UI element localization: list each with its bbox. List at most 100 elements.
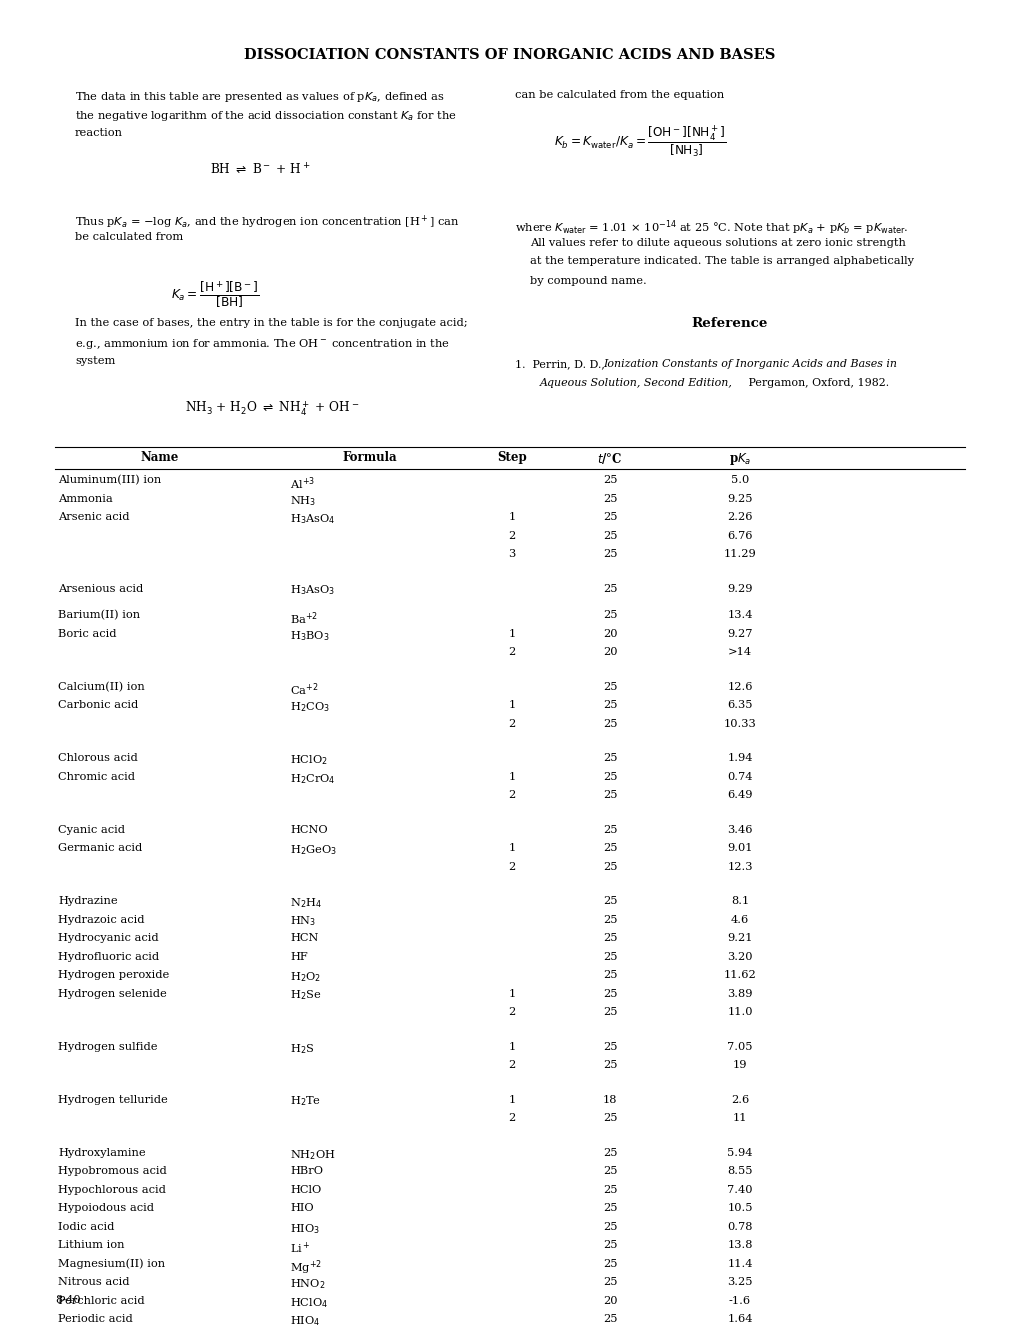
Text: 25: 25 — [602, 1042, 616, 1052]
Text: Hydrazine: Hydrazine — [58, 896, 117, 906]
Text: HClO$_4$: HClO$_4$ — [289, 1296, 328, 1310]
Text: Arsenious acid: Arsenious acid — [58, 583, 143, 594]
Text: 10.5: 10.5 — [727, 1203, 752, 1213]
Text: be calculated from: be calculated from — [75, 232, 183, 243]
Text: -1.6: -1.6 — [729, 1296, 750, 1306]
Text: p$K_a$: p$K_a$ — [728, 451, 750, 467]
Text: Step: Step — [496, 451, 527, 464]
Text: 12.6: 12.6 — [727, 682, 752, 692]
Text: NH$_3$ + H$_2$O $\rightleftharpoons$ NH$_4^+$ + OH$^-$: NH$_3$ + H$_2$O $\rightleftharpoons$ NH$… — [184, 399, 359, 419]
Text: 3: 3 — [507, 549, 516, 560]
Text: 3.20: 3.20 — [727, 952, 752, 961]
Text: Barium(II) ion: Barium(II) ion — [58, 610, 140, 621]
Text: Hydrogen selenide: Hydrogen selenide — [58, 989, 166, 998]
Text: 2: 2 — [507, 530, 516, 541]
Text: Hypobromous acid: Hypobromous acid — [58, 1166, 166, 1176]
Text: Aluminum(III) ion: Aluminum(III) ion — [58, 475, 161, 485]
Text: Name: Name — [141, 451, 179, 464]
Text: Formula: Formula — [342, 451, 397, 464]
Text: 1: 1 — [507, 700, 516, 711]
Text: H$_2$CrO$_4$: H$_2$CrO$_4$ — [289, 772, 335, 785]
Text: 2.6: 2.6 — [731, 1095, 748, 1105]
Text: 11.62: 11.62 — [722, 971, 756, 980]
Text: Carbonic acid: Carbonic acid — [58, 700, 139, 711]
Text: 25: 25 — [602, 1114, 616, 1123]
Text: 0.78: 0.78 — [727, 1221, 752, 1232]
Text: Boric acid: Boric acid — [58, 629, 116, 639]
Text: NH$_2$OH: NH$_2$OH — [289, 1148, 335, 1162]
Text: HF: HF — [289, 952, 308, 961]
Text: 20: 20 — [602, 647, 616, 658]
Text: Al$^{+3}$: Al$^{+3}$ — [289, 475, 315, 492]
Text: 25: 25 — [602, 1314, 616, 1325]
Text: 1.94: 1.94 — [727, 753, 752, 764]
Text: Chlorous acid: Chlorous acid — [58, 753, 138, 764]
Text: 3.89: 3.89 — [727, 989, 752, 998]
Text: 6.35: 6.35 — [727, 700, 752, 711]
Text: by compound name.: by compound name. — [530, 276, 646, 285]
Text: 5.0: 5.0 — [731, 475, 748, 485]
Text: Hydrogen peroxide: Hydrogen peroxide — [58, 971, 169, 980]
Text: 1.64: 1.64 — [727, 1314, 752, 1325]
Text: 25: 25 — [602, 1166, 616, 1176]
Text: 25: 25 — [602, 989, 616, 998]
Text: where $K_{\mathrm{water}}$ = 1.01 $\times$ 10$^{-14}$ at 25 °C. Note that p$K_a$: where $K_{\mathrm{water}}$ = 1.01 $\time… — [515, 219, 908, 237]
Text: HIO$_3$: HIO$_3$ — [289, 1221, 320, 1236]
Text: DISSOCIATION CONSTANTS OF INORGANIC ACIDS AND BASES: DISSOCIATION CONSTANTS OF INORGANIC ACID… — [245, 48, 774, 62]
Text: 5.94: 5.94 — [727, 1148, 752, 1158]
Text: 6.49: 6.49 — [727, 790, 752, 800]
Text: H$_3$AsO$_4$: H$_3$AsO$_4$ — [289, 512, 335, 526]
Text: 25: 25 — [602, 719, 616, 729]
Text: 10.33: 10.33 — [722, 719, 756, 729]
Text: Ammonia: Ammonia — [58, 493, 113, 504]
Text: 13.8: 13.8 — [727, 1240, 752, 1250]
Text: 1: 1 — [507, 512, 516, 522]
Text: 25: 25 — [602, 1184, 616, 1195]
Text: 25: 25 — [602, 790, 616, 800]
Text: HIO$_4$: HIO$_4$ — [289, 1314, 320, 1326]
Text: 9.29: 9.29 — [727, 583, 752, 594]
Text: 25: 25 — [602, 1258, 616, 1269]
Text: 1: 1 — [507, 1042, 516, 1052]
Text: Pergamon, Oxford, 1982.: Pergamon, Oxford, 1982. — [744, 378, 889, 389]
Text: H$_2$Te: H$_2$Te — [289, 1095, 321, 1109]
Text: 8.55: 8.55 — [727, 1166, 752, 1176]
Text: $t$/°C: $t$/°C — [597, 451, 623, 467]
Text: 2: 2 — [507, 719, 516, 729]
Text: Hydrogen telluride: Hydrogen telluride — [58, 1095, 167, 1105]
Text: >14: >14 — [728, 647, 751, 658]
Text: HN$_3$: HN$_3$ — [289, 915, 316, 928]
Text: Li$^+$: Li$^+$ — [289, 1240, 311, 1256]
Text: 11.29: 11.29 — [722, 549, 756, 560]
Text: system: system — [75, 355, 115, 366]
Text: 7.40: 7.40 — [727, 1184, 752, 1195]
Text: 25: 25 — [602, 1008, 616, 1017]
Text: Lithium ion: Lithium ion — [58, 1240, 124, 1250]
Text: H$_2$S: H$_2$S — [289, 1042, 314, 1055]
Text: 20: 20 — [602, 629, 616, 639]
Text: 25: 25 — [602, 934, 616, 943]
Text: 8.1: 8.1 — [731, 896, 748, 906]
Text: 12.3: 12.3 — [727, 862, 752, 871]
Text: Hydrocyanic acid: Hydrocyanic acid — [58, 934, 159, 943]
Text: H$_2$Se: H$_2$Se — [289, 989, 321, 1002]
Text: 2: 2 — [507, 647, 516, 658]
Text: $K_a = \dfrac{[\mathrm{H}^+][\mathrm{B}^-]}{[\mathrm{BH}]}$: $K_a = \dfrac{[\mathrm{H}^+][\mathrm{B}^… — [170, 280, 259, 312]
Text: Mg$^{+2}$: Mg$^{+2}$ — [289, 1258, 322, 1277]
Text: H$_3$AsO$_3$: H$_3$AsO$_3$ — [289, 583, 335, 598]
Text: 9.27: 9.27 — [727, 629, 752, 639]
Text: HIO: HIO — [289, 1203, 313, 1213]
Text: HClO: HClO — [289, 1184, 321, 1195]
Text: 11.4: 11.4 — [727, 1258, 752, 1269]
Text: H$_2$CO$_3$: H$_2$CO$_3$ — [289, 700, 329, 713]
Text: BH $\rightleftharpoons$ B$^-$ + H$^+$: BH $\rightleftharpoons$ B$^-$ + H$^+$ — [210, 162, 310, 176]
Text: 3.46: 3.46 — [727, 825, 752, 834]
Text: Hydrogen sulfide: Hydrogen sulfide — [58, 1042, 157, 1052]
Text: 1: 1 — [507, 989, 516, 998]
Text: NH$_3$: NH$_3$ — [289, 493, 316, 508]
Text: 9.01: 9.01 — [727, 843, 752, 853]
Text: The data in this table are presented as values of p$K_a$, defined as: The data in this table are presented as … — [75, 90, 444, 103]
Text: All values refer to dilute aqueous solutions at zero ionic strength: All values refer to dilute aqueous solut… — [530, 237, 905, 248]
Text: 8-40: 8-40 — [55, 1296, 81, 1305]
Text: HBrO: HBrO — [289, 1166, 323, 1176]
